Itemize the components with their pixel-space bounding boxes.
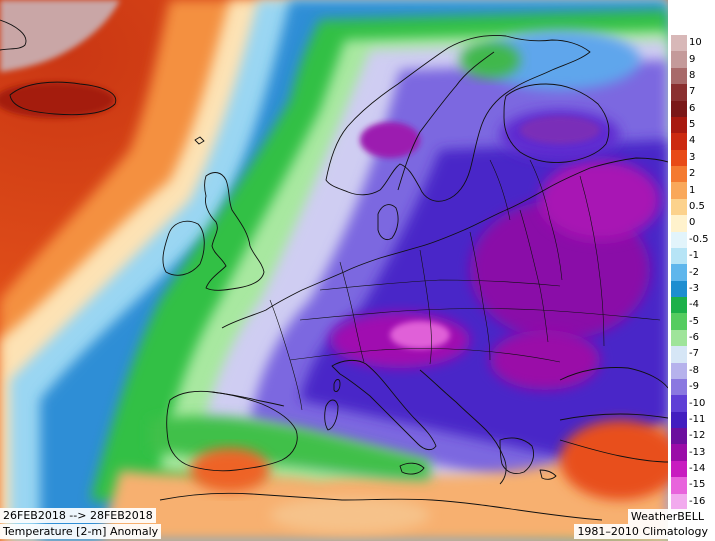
colorbar-tick-label: -5 <box>689 315 699 327</box>
colorbar-tick-label: -4 <box>689 299 699 311</box>
colorbar-tick-label: -2 <box>689 266 699 278</box>
colorbar-swatch <box>671 411 687 430</box>
colorbar-tick-label: 1 <box>689 184 696 196</box>
provider-logo: WeatherBELL <box>627 509 707 524</box>
colorbar-tick-label: -13 <box>689 446 706 458</box>
colorbar-swatch <box>671 182 687 200</box>
colorbar-tick-label: 5 <box>689 119 696 131</box>
colorbar-tick-label: 0.5 <box>689 200 705 212</box>
colorbar-tick-label: 10 <box>689 37 702 49</box>
colorbar-tick-label: -15 <box>689 479 706 491</box>
colorbar-swatch <box>671 460 687 479</box>
colorbar-tick-label: 0 <box>689 217 696 229</box>
colorbar-swatch <box>671 395 687 413</box>
temperature-anomaly-map[interactable] <box>0 0 668 541</box>
colorbar-swatch <box>671 35 687 53</box>
date-range-label: 26FEB2018 --> 28FEB2018 <box>0 508 156 523</box>
colorbar-swatch <box>671 116 687 135</box>
colorbar-tick-label: -16 <box>689 495 706 507</box>
colorbar-swatch <box>671 346 687 364</box>
colorbar-swatch <box>671 231 687 249</box>
colorbar-tick-label: 2 <box>689 168 696 180</box>
anomaly-field <box>0 0 668 541</box>
temperature-anomaly-colorbar: 10 9 8 7 6 5 4 3 2 1 0.5 0 -0.5 -1 -2 -3 -4 -5 -6 -7 -8 -9 -10… <box>668 35 715 511</box>
colorbar-tick-label: -3 <box>689 282 699 294</box>
colorbar-tick-label: -8 <box>689 364 699 376</box>
colorbar-swatch <box>671 100 687 118</box>
variable-label: Temperature [2-m] Anomaly <box>0 524 162 539</box>
colorbar-swatch <box>671 313 687 331</box>
colorbar-swatch <box>671 198 687 217</box>
colorbar-swatch <box>671 297 687 315</box>
colorbar-swatch <box>671 149 687 168</box>
colorbar-tick-label: -11 <box>689 413 706 425</box>
colorbar-swatch <box>671 67 687 86</box>
colorbar-tick-label: -6 <box>689 332 699 344</box>
colorbar-tick-label: 6 <box>689 102 696 114</box>
colorbar-tick-label: 4 <box>689 135 696 147</box>
colorbar-swatch <box>671 329 687 348</box>
colorbar-swatch <box>671 428 687 446</box>
colorbar-swatch <box>671 378 687 397</box>
colorbar-tick-label: 3 <box>689 151 696 163</box>
colorbar-swatch <box>671 477 687 495</box>
colorbar-tick-label: -12 <box>689 430 706 442</box>
colorbar-tick-label: -0.5 <box>689 233 709 245</box>
colorbar-swatch <box>671 84 687 102</box>
colorbar-swatch <box>671 133 687 151</box>
colorbar-swatch <box>671 444 687 462</box>
colorbar-tick-label: -14 <box>689 463 706 475</box>
colorbar-swatch <box>671 166 687 184</box>
coastlines-and-borders <box>0 19 668 521</box>
colorbar-tick-label: -1 <box>689 250 699 262</box>
colorbar-tick-label: -9 <box>689 381 699 393</box>
colorbar-tick-label: 8 <box>689 69 696 81</box>
colorbar-swatch <box>671 264 687 282</box>
climatology-baseline-label: 1981–2010 Climatology <box>574 524 711 539</box>
colorbar-swatch <box>671 247 687 266</box>
colorbar-tick-label: 9 <box>689 53 696 65</box>
colorbar-tick-label: -7 <box>689 348 699 360</box>
colorbar-swatch <box>671 215 687 233</box>
colorbar-tick-label: 7 <box>689 86 696 98</box>
colorbar-tick-label: -10 <box>689 397 706 409</box>
colorbar-swatch <box>671 362 687 380</box>
colorbar-swatch <box>671 280 687 299</box>
colorbar-swatch <box>671 51 687 69</box>
